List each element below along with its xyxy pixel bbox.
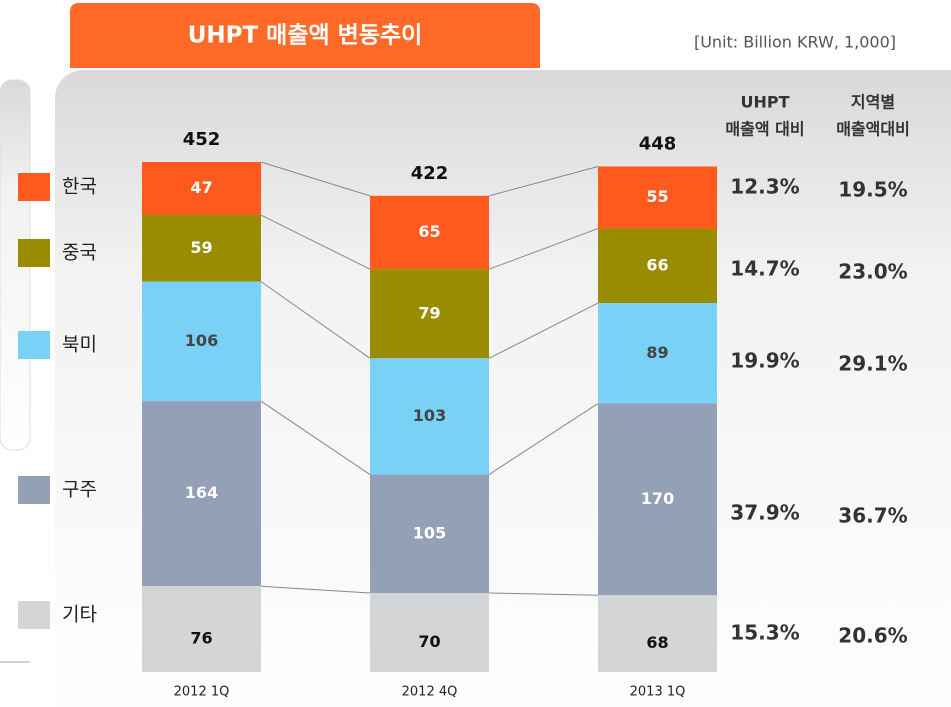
total-label: 448 bbox=[639, 134, 677, 155]
table-header: 매출액대비 bbox=[836, 120, 910, 139]
table-cell: 19.5% bbox=[838, 178, 907, 202]
table-cell: 23.0% bbox=[838, 260, 907, 284]
legend-label: 중국 bbox=[62, 242, 97, 264]
bar-segment bbox=[370, 474, 489, 594]
segment-label: 59 bbox=[190, 238, 212, 257]
x-tick-label: 2012 1Q bbox=[174, 685, 230, 700]
chart-title: UHPT 매출액 변동추이 bbox=[188, 23, 423, 49]
legend-swatch bbox=[18, 601, 50, 629]
segment-label: 105 bbox=[413, 523, 446, 542]
bar-segment bbox=[142, 586, 261, 672]
segment-label: 170 bbox=[641, 489, 674, 508]
bar-segment bbox=[598, 403, 717, 596]
legend-swatch bbox=[18, 331, 50, 359]
table-cell: 20.6% bbox=[838, 624, 907, 648]
segment-label: 55 bbox=[646, 187, 668, 206]
segment-label: 164 bbox=[185, 483, 218, 502]
bar-segment bbox=[370, 593, 489, 672]
segment-label: 70 bbox=[418, 632, 440, 651]
legend-swatch bbox=[18, 239, 50, 267]
segment-label: 66 bbox=[646, 255, 668, 274]
segment-label: 47 bbox=[190, 178, 212, 197]
connector bbox=[260, 585, 371, 594]
table-cell: 15.3% bbox=[730, 621, 799, 645]
bar-segment bbox=[598, 303, 717, 404]
bar-segment bbox=[598, 595, 717, 672]
legend-swatch bbox=[18, 173, 50, 201]
table-cell: 12.3% bbox=[730, 175, 799, 199]
bar-segment bbox=[598, 166, 717, 229]
unit-note: [Unit: Billion KRW, 1,000] bbox=[694, 33, 896, 52]
bar-segment bbox=[370, 195, 489, 270]
table-cell: 36.7% bbox=[838, 504, 907, 528]
segment-label: 89 bbox=[646, 343, 668, 362]
bar-segment bbox=[142, 162, 261, 216]
table-header: UHPT bbox=[740, 93, 789, 112]
connector bbox=[488, 403, 599, 475]
segment-label: 106 bbox=[185, 331, 218, 350]
legend-label: 구주 bbox=[62, 479, 97, 501]
legend-label: 한국 bbox=[62, 176, 97, 198]
connector bbox=[488, 228, 599, 270]
connector bbox=[260, 400, 371, 475]
bar-segment bbox=[142, 401, 261, 587]
table-header: 지역별 bbox=[851, 93, 895, 112]
table-cell: 37.9% bbox=[730, 501, 799, 525]
bar-segment bbox=[142, 281, 261, 402]
table-cell: 29.1% bbox=[838, 352, 907, 376]
table-header: 매출액 대비 bbox=[725, 120, 804, 139]
panel bbox=[55, 70, 951, 707]
segment-label: 103 bbox=[413, 406, 446, 425]
legend-label: 북미 bbox=[62, 334, 97, 356]
bar-segment bbox=[142, 215, 261, 282]
connector bbox=[488, 302, 599, 359]
bar-segment bbox=[370, 358, 489, 475]
legend-label: 기타 bbox=[62, 604, 97, 626]
x-tick-label: 2012 4Q bbox=[402, 685, 458, 700]
segment-label: 76 bbox=[190, 629, 212, 648]
connector bbox=[488, 166, 599, 197]
total-label: 422 bbox=[411, 163, 449, 184]
segment-label: 68 bbox=[646, 633, 668, 652]
x-tick-label: 2013 1Q bbox=[630, 685, 686, 700]
total-label: 452 bbox=[183, 129, 221, 150]
segment-label: 65 bbox=[418, 222, 440, 241]
legend-swatch bbox=[18, 476, 50, 504]
connector bbox=[260, 161, 371, 197]
connector bbox=[488, 592, 599, 596]
connector bbox=[260, 214, 371, 270]
title-box bbox=[70, 3, 540, 68]
bar-segment bbox=[370, 269, 489, 359]
table-cell: 19.9% bbox=[730, 349, 799, 373]
bar-segment bbox=[598, 228, 717, 304]
segment-label: 79 bbox=[418, 303, 440, 322]
table-cell: 14.7% bbox=[730, 257, 799, 281]
connector bbox=[260, 281, 371, 359]
